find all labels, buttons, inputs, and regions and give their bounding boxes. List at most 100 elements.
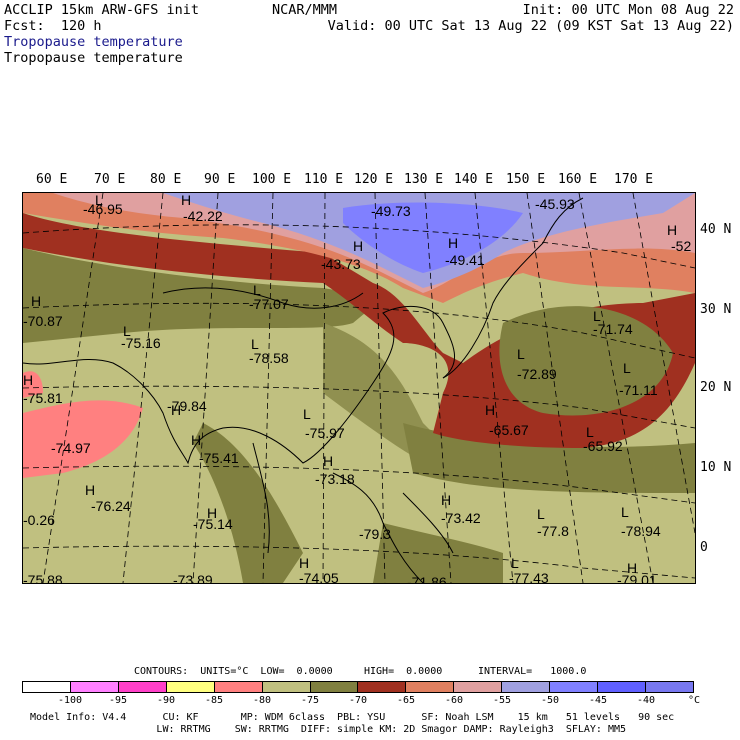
value-label: -75.16 (121, 335, 161, 351)
legend-swatch (358, 682, 407, 692)
lat-label: 40 N (700, 222, 732, 237)
legend-tick-label: -75 (300, 695, 320, 706)
forecast-hour: Fcst: 120 h (4, 18, 102, 34)
legend-tick-label: -70 (348, 695, 368, 706)
value-label: -79.84 (167, 398, 207, 414)
high-marker: H (448, 235, 458, 251)
value-label: -78.58 (249, 350, 289, 366)
value-label: -75.97 (305, 425, 345, 441)
low-marker: L (517, 346, 525, 362)
legend-tick-label: -100 (57, 695, 83, 706)
legend-swatch (598, 682, 646, 692)
high-marker: H (485, 402, 495, 418)
low-marker: L (621, 504, 629, 520)
lon-label: 140 E (454, 172, 494, 187)
value-label: -71.74 (593, 321, 633, 337)
field-title-blue: Tropopause temperature (4, 34, 183, 50)
high-marker: H (299, 555, 309, 571)
legend-tick-label: -95 (108, 695, 128, 706)
legend-tick-label: -90 (156, 695, 176, 706)
high-marker: H (23, 372, 33, 388)
contour-interval: INTERVAL= 1000.0 (478, 666, 587, 677)
lon-label: 150 E (506, 172, 546, 187)
value-labels: -46.95 -42.22 -49.73 -45.93 -52 -43.73 -… (23, 196, 691, 583)
map-panel: H H H H H H H H H H H H H H H L L L L L … (22, 192, 696, 584)
value-label: -49.73 (371, 203, 411, 219)
legend-swatch (70, 682, 119, 692)
lon-label: 160 E (558, 172, 598, 187)
lon-label: 110 E (304, 172, 344, 187)
shade-olive-islands (373, 523, 503, 583)
legend-swatch (645, 682, 693, 692)
field-title-black: Tropopause temperature (4, 50, 183, 66)
lat-label: 20 N (700, 380, 732, 395)
valid-time: Valid: 00 UTC Sat 13 Aug 22 (09 KST Sat … (327, 18, 734, 34)
low-marker: L (623, 360, 631, 376)
graticule (23, 193, 695, 583)
low-marker: L (593, 308, 601, 324)
value-label: -78.94 (621, 523, 661, 539)
value-label: -43.73 (321, 256, 361, 272)
legend-tick-label: °C (687, 695, 701, 706)
contour-info: CONTOURS: UNITS=°C LOW= 0.0000 (134, 666, 333, 677)
lon-label: 80 E (150, 172, 182, 187)
lon-label: 60 E (36, 172, 68, 187)
contour-high: HIGH= 0.0000 (364, 666, 443, 677)
high-marker: H (667, 222, 677, 238)
low-marker: L (537, 506, 545, 522)
lon-label: 100 E (252, 172, 292, 187)
shade-olive-north (23, 248, 383, 343)
value-label: -65.67 (489, 422, 529, 438)
value-label: -76.24 (91, 498, 131, 514)
value-label: -79.3 (359, 526, 391, 542)
legend-swatch (262, 682, 311, 692)
high-marker: H (323, 453, 333, 469)
footer-model-info: Model Info: V4.4 CU: KF MP: WDM 6class P… (30, 712, 675, 723)
lon-label: 120 E (354, 172, 394, 187)
color-legend (22, 681, 694, 693)
low-marker: L (586, 424, 594, 440)
value-label: -75.81 (23, 390, 63, 406)
legend-swatch (454, 682, 503, 692)
shade-blue (343, 202, 523, 273)
value-label: -46.95 (83, 201, 123, 217)
shade-olive-indochina (193, 423, 303, 583)
value-label: -77.8 (537, 523, 569, 539)
high-marker: H (207, 505, 217, 521)
low-marker: L (303, 406, 311, 422)
value-label: -71.86 (407, 574, 447, 583)
high-marker: H (181, 193, 191, 208)
value-label: -75.14 (193, 516, 233, 532)
legend-swatch (550, 682, 599, 692)
value-label: -77.43 (509, 570, 549, 583)
lon-label: 170 E (614, 172, 654, 187)
legend-swatch (502, 682, 551, 692)
high-marker: H (171, 402, 181, 418)
shade-lightred-edge (23, 371, 43, 398)
shade-olive-pacific (499, 306, 673, 416)
high-marker: H (353, 238, 363, 254)
legend-swatch (310, 682, 359, 692)
high-marker: H (31, 293, 41, 309)
value-label: -49.41 (445, 252, 485, 268)
legend-swatch (214, 682, 263, 692)
high-marker: H (191, 432, 201, 448)
low-marker: L (251, 336, 259, 352)
legend-swatch (406, 682, 455, 692)
value-label: -74.97 (51, 440, 91, 456)
lat-label: 30 N (700, 302, 732, 317)
value-label: -65.92 (583, 438, 623, 454)
model-title: ACCLIP 15km ARW-GFS init (4, 2, 200, 18)
value-label: -73.18 (315, 471, 355, 487)
value-label: -79.01 (617, 572, 657, 583)
value-label: -42.22 (183, 208, 223, 224)
shade-lightred-west (23, 400, 143, 478)
legend-swatch (118, 682, 167, 692)
init-time: Init: 00 UTC Mon 08 Aug 22 (522, 2, 734, 18)
coastlines (23, 197, 584, 583)
value-label: -71.11 (619, 382, 658, 398)
value-label: -77.07 (249, 296, 289, 312)
legend-swatch (23, 682, 71, 692)
legend-tick-label: -80 (252, 695, 272, 706)
legend-swatch (166, 682, 215, 692)
